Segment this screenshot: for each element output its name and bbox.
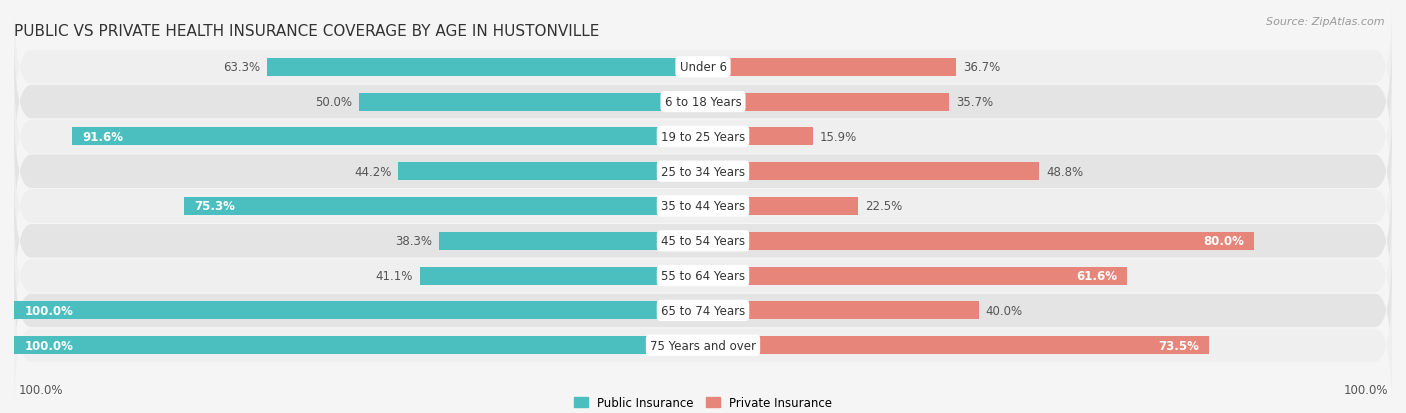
Text: 75.3%: 75.3%: [194, 200, 235, 213]
Text: 61.6%: 61.6%: [1076, 269, 1116, 282]
Text: 35.7%: 35.7%: [956, 96, 993, 109]
Text: 100.0%: 100.0%: [24, 304, 73, 317]
Bar: [72, 128, 703, 146]
Bar: [703, 128, 813, 146]
Text: PUBLIC VS PRIVATE HEALTH INSURANCE COVERAGE BY AGE IN HUSTONVILLE: PUBLIC VS PRIVATE HEALTH INSURANCE COVER…: [14, 24, 599, 39]
Text: 73.5%: 73.5%: [1159, 339, 1199, 352]
Text: 63.3%: 63.3%: [224, 61, 260, 74]
FancyBboxPatch shape: [14, 136, 1392, 277]
Text: 65 to 74 Years: 65 to 74 Years: [661, 304, 745, 317]
Bar: [420, 267, 703, 285]
Bar: [14, 336, 703, 354]
Text: 91.6%: 91.6%: [83, 131, 124, 144]
Text: 15.9%: 15.9%: [820, 131, 856, 144]
Bar: [14, 301, 703, 320]
FancyBboxPatch shape: [14, 240, 1392, 381]
Text: Source: ZipAtlas.com: Source: ZipAtlas.com: [1267, 17, 1385, 26]
Text: 25 to 34 Years: 25 to 34 Years: [661, 165, 745, 178]
Text: 100.0%: 100.0%: [18, 384, 63, 396]
FancyBboxPatch shape: [14, 102, 1392, 242]
Legend: Public Insurance, Private Insurance: Public Insurance, Private Insurance: [569, 392, 837, 413]
Text: 80.0%: 80.0%: [1204, 235, 1244, 248]
Text: 22.5%: 22.5%: [865, 200, 903, 213]
FancyBboxPatch shape: [14, 0, 1392, 138]
Text: 38.3%: 38.3%: [395, 235, 432, 248]
FancyBboxPatch shape: [14, 67, 1392, 207]
FancyBboxPatch shape: [14, 171, 1392, 311]
FancyBboxPatch shape: [14, 32, 1392, 173]
Text: 19 to 25 Years: 19 to 25 Years: [661, 131, 745, 144]
Text: 100.0%: 100.0%: [24, 339, 73, 352]
Bar: [703, 93, 949, 112]
Text: 6 to 18 Years: 6 to 18 Years: [665, 96, 741, 109]
Text: 44.2%: 44.2%: [354, 165, 392, 178]
FancyBboxPatch shape: [14, 206, 1392, 346]
Bar: [398, 163, 703, 181]
Bar: [184, 197, 703, 216]
Text: 48.8%: 48.8%: [1046, 165, 1083, 178]
Text: 50.0%: 50.0%: [315, 96, 352, 109]
Text: 100.0%: 100.0%: [1343, 384, 1388, 396]
Text: 45 to 54 Years: 45 to 54 Years: [661, 235, 745, 248]
Bar: [703, 232, 1254, 250]
Bar: [439, 232, 703, 250]
Bar: [703, 197, 858, 216]
Text: 41.1%: 41.1%: [375, 269, 413, 282]
Text: 55 to 64 Years: 55 to 64 Years: [661, 269, 745, 282]
Text: 35 to 44 Years: 35 to 44 Years: [661, 200, 745, 213]
Bar: [703, 301, 979, 320]
Text: Under 6: Under 6: [679, 61, 727, 74]
Bar: [359, 93, 703, 112]
Bar: [703, 59, 956, 77]
Text: 36.7%: 36.7%: [963, 61, 1000, 74]
Text: 75 Years and over: 75 Years and over: [650, 339, 756, 352]
FancyBboxPatch shape: [14, 275, 1392, 413]
Text: 40.0%: 40.0%: [986, 304, 1022, 317]
Bar: [703, 336, 1209, 354]
Bar: [703, 267, 1128, 285]
Bar: [267, 59, 703, 77]
Bar: [703, 163, 1039, 181]
